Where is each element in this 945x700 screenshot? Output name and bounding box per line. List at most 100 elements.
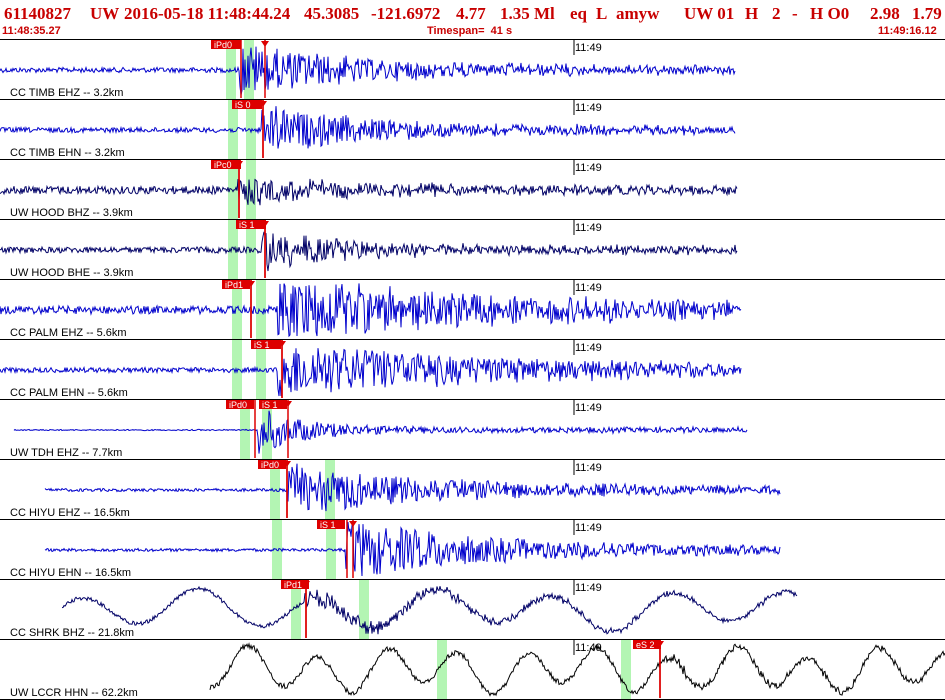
trace-row: 11:49 eS 2 UW LCCR HHN -- 62.2km <box>0 639 945 699</box>
analysis-window <box>262 400 272 459</box>
analysis-window <box>240 400 250 459</box>
waveform-trace <box>0 231 738 272</box>
analysis-window <box>228 100 238 159</box>
analysis-window <box>246 160 256 219</box>
minute-label: 11:49 <box>575 642 602 654</box>
pick-arrow <box>283 461 291 467</box>
seismogram-panel[interactable]: 11:49 iPd0 CC TIMB EHZ -- 3.2km 11:49 iS 0 CC… <box>0 39 945 700</box>
waveform-trace <box>44 521 781 577</box>
channel-label: UW TDH EHZ -- 7.7km <box>10 447 122 459</box>
phase-pick-flag <box>281 580 309 589</box>
analysis-window <box>228 160 238 219</box>
phase-pick-label: iPd1 <box>284 580 302 590</box>
analysis-window <box>291 580 301 639</box>
event-author: amyw <box>616 4 660 23</box>
waveform-trace <box>13 410 748 454</box>
phase-pick-flag <box>317 520 345 529</box>
channel-label: CC TIMB EHZ -- 3.2km <box>10 87 123 99</box>
window-end-time: 11:49:16.12 <box>878 25 937 37</box>
channel-label: CC TIMB EHN -- 3.2km <box>10 147 125 159</box>
phase-pick-flag <box>232 100 262 109</box>
channel-label: UW LCCR HHN -- 62.2km <box>10 687 138 699</box>
pick-arrow <box>349 521 357 527</box>
minute-label: 11:49 <box>575 42 602 54</box>
waveform-trace <box>0 46 736 96</box>
minute-label: 11:49 <box>575 162 602 174</box>
trace-row: 11:49 iPd0 iS 1 UW TDH EHZ -- 7.7km <box>0 399 945 459</box>
trace-row: 11:49 iPd0 CC TIMB EHZ -- 3.2km <box>0 39 945 99</box>
analysis-window <box>228 220 238 279</box>
minute-label: 11:49 <box>575 222 602 234</box>
timespan-label: Timespan= 41 s <box>427 25 513 37</box>
erh-value: 1.79 <box>912 4 942 23</box>
minute-label: 11:49 <box>575 282 602 294</box>
waveform-trace <box>0 106 736 149</box>
waveform-trace <box>209 642 945 697</box>
waveform-trace <box>0 283 742 338</box>
pick-arrow <box>261 41 269 47</box>
event-latitude: 45.3085 <box>304 4 360 23</box>
solution-source: UW 01 <box>684 4 735 23</box>
event-id: 61140827 <box>4 4 72 23</box>
phase-pick-label: iS 1 <box>254 340 270 350</box>
phase-pick-flag <box>633 640 661 649</box>
event-magnitude: 1.35 Ml <box>500 4 555 23</box>
trace-row: 11:49 iS 0 CC TIMB EHN -- 3.2km <box>0 99 945 159</box>
event-header: 61140827 UW 2016-05-18 11:48:44.24 45.30… <box>0 0 945 39</box>
phase-pick-label: iS 0 <box>235 100 251 110</box>
channel-label: CC SHRK BHZ -- 21.8km <box>10 627 134 639</box>
phase-pick-flag <box>222 280 250 289</box>
trace-row: 11:49 iS 1 UW HOOD BHE -- 3.9km <box>0 219 945 279</box>
minute-label: 11:49 <box>575 102 602 114</box>
pick-arrow <box>284 401 292 407</box>
channel-label: UW HOOD BHE -- 3.9km <box>10 267 133 279</box>
pick-arrow <box>278 341 286 347</box>
phase-pick-label: iS 1 <box>320 520 336 530</box>
phase-pick-label: iPd0 <box>214 40 232 50</box>
window-start-time: 11:48:35.27 <box>2 25 61 37</box>
analysis-window <box>272 520 282 579</box>
waveform-trace <box>61 585 798 635</box>
phase-pick-flag <box>211 160 241 169</box>
minute-label: 11:49 <box>575 522 602 534</box>
pick-arrow <box>235 161 243 167</box>
origin-time: 2016-05-18 11:48:44.24 <box>124 4 291 23</box>
minute-label: 11:49 <box>575 462 602 474</box>
phase-pick-flag <box>251 340 281 349</box>
phase-pick-secondary-label: iS 1 <box>262 400 278 410</box>
analysis-window <box>437 640 447 699</box>
phase-pick-label: iS 1 <box>239 220 255 230</box>
waveform-trace <box>0 178 738 206</box>
waveform-trace <box>0 348 742 397</box>
phase-count: 2 <box>772 4 781 23</box>
analysis-window <box>232 280 242 339</box>
channel-label: CC HIYU EHN -- 16.5km <box>10 567 131 579</box>
channel-label: CC PALM EHZ -- 5.6km <box>10 327 127 339</box>
waveform-trace <box>44 463 781 512</box>
phase-pick-secondary-flag <box>259 400 287 409</box>
pick-arrow <box>302 581 310 587</box>
phase-pick-flag <box>236 220 266 229</box>
analysis-window <box>621 640 631 699</box>
phase-pick-flag <box>258 460 286 469</box>
phase-pick-label: iPc0 <box>214 160 232 170</box>
analysis-window <box>232 340 242 399</box>
analysis-window <box>244 40 254 99</box>
channel-label: CC PALM EHN -- 5.6km <box>10 387 128 399</box>
trace-row: 11:49 iS 1 CC PALM EHN -- 5.6km <box>0 339 945 399</box>
rms-value: 2.98 <box>870 4 900 23</box>
analysis-window <box>270 460 280 519</box>
trace-row: 11:49 iPc0 UW HOOD BHZ -- 3.9km <box>0 159 945 219</box>
pick-arrow <box>247 281 255 287</box>
geographic-type: L <box>596 4 608 23</box>
phase-pick-label: iPd1 <box>225 280 243 290</box>
minute-label: 11:49 <box>575 402 602 414</box>
pick-arrow <box>259 101 267 107</box>
trace-row: 11:49 iPd1 CC SHRK BHZ -- 21.8km <box>0 579 945 639</box>
minute-label: 11:49 <box>575 582 602 594</box>
analysis-window <box>256 280 266 339</box>
phase-pick-label: eS 2 <box>636 640 655 650</box>
phase-pick-flag <box>211 40 241 49</box>
analysis-window <box>246 100 256 159</box>
pick-arrow <box>656 641 664 647</box>
